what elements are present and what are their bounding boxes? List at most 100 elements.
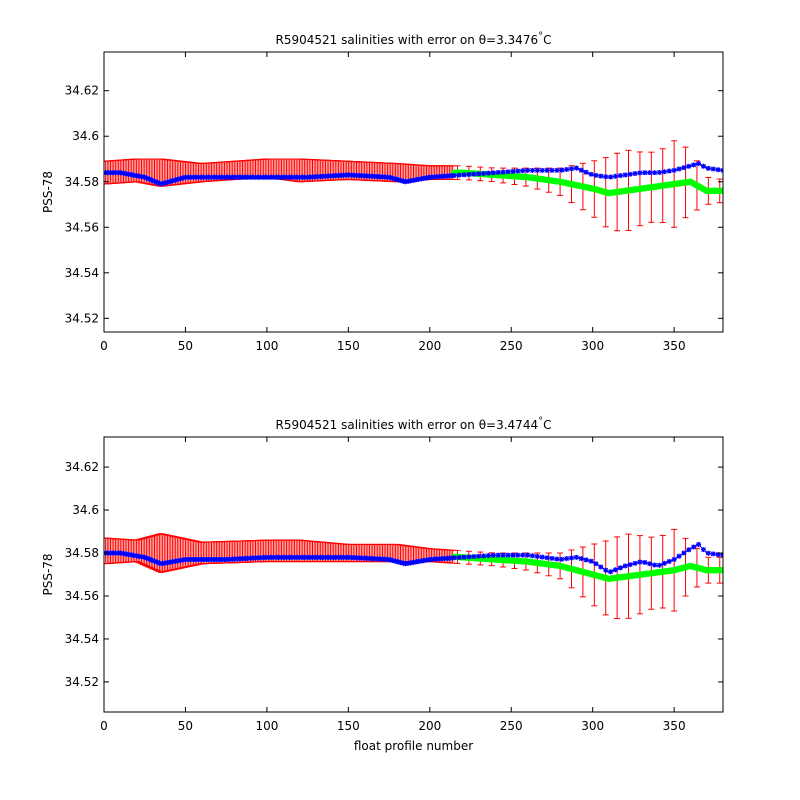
y-axis-label: PSS-78: [41, 171, 55, 213]
chart-title-text: R5904521 salinities with error on θ=3.47…: [276, 418, 539, 432]
float-point: [529, 553, 535, 559]
chart-title-degree: °: [538, 31, 543, 42]
float-point: [686, 163, 692, 169]
float-point: [656, 169, 662, 175]
float-point: [476, 553, 482, 559]
chart-title-degree: °: [538, 416, 543, 427]
float-point: [476, 171, 482, 177]
float-point: [696, 541, 702, 547]
plot-area: [104, 140, 723, 232]
chart-title-unit: C: [543, 33, 551, 47]
error-bar-series: [104, 140, 723, 232]
float-point: [515, 168, 521, 174]
float-point: [142, 554, 148, 560]
float-point: [573, 554, 579, 560]
float-point: [681, 165, 687, 171]
chart-title-text: R5904521 salinities with error on θ=3.34…: [276, 33, 539, 47]
float-point: [554, 556, 560, 562]
float-point: [520, 552, 526, 558]
float-point: [691, 544, 697, 550]
float-point: [593, 561, 599, 567]
float-point: [150, 558, 156, 564]
float-point: [569, 555, 575, 561]
float-point: [608, 174, 614, 180]
float-point: [529, 167, 535, 173]
float-point: [671, 167, 677, 173]
mapped-salinity-series: [451, 553, 723, 582]
float-point: [686, 547, 692, 553]
chart-panel-1: 0 50 100 150 200 250 300 350 34.52 34.54 34.56 34.5…: [41, 31, 724, 353]
float-point: [647, 170, 653, 176]
float-point: [647, 561, 653, 567]
x-tick-label: 350: [663, 719, 686, 733]
float-point: [490, 552, 496, 558]
float-point: [637, 170, 643, 176]
float-point: [481, 553, 487, 559]
float-point: [495, 552, 501, 558]
y-axis-label: PSS-78: [41, 553, 55, 595]
x-tick-label: 300: [581, 719, 604, 733]
float-point: [710, 551, 716, 557]
float-point: [156, 180, 162, 186]
y-tick-label: 34.6: [72, 503, 99, 517]
y-tick-label: 34.56: [65, 220, 99, 234]
float-point: [598, 173, 604, 179]
x-tick-label: 150: [337, 719, 360, 733]
y-tick-label: 34.58: [65, 546, 99, 560]
float-salinity-series: [104, 161, 723, 187]
y-tick-label: 34.58: [65, 175, 99, 189]
float-point: [632, 171, 638, 177]
float-point: [632, 560, 638, 566]
y-tick-label: 34.62: [65, 460, 99, 474]
float-point: [578, 556, 584, 562]
float-point: [150, 178, 156, 184]
float-point: [715, 552, 721, 558]
float-point: [676, 553, 682, 559]
float-point: [461, 554, 467, 560]
float-point: [612, 173, 618, 179]
y-tick-label: 34.52: [65, 675, 99, 689]
float-point: [549, 555, 555, 561]
float-point: [145, 176, 151, 182]
plot-area: [104, 528, 723, 620]
float-point: [490, 170, 496, 176]
chart-title: R5904521 salinities with error on θ=3.34…: [276, 31, 552, 47]
float-point: [608, 569, 614, 575]
float-point: [612, 567, 618, 573]
float-point: [700, 163, 706, 169]
float-point: [451, 172, 457, 178]
float-point: [588, 558, 594, 564]
float-point: [495, 169, 501, 175]
float-point: [661, 169, 667, 175]
float-point: [573, 165, 579, 171]
float-point: [515, 552, 521, 558]
float-point: [142, 174, 148, 180]
y-tick-label: 34.56: [65, 589, 99, 603]
float-point: [578, 167, 584, 173]
float-point: [539, 167, 545, 173]
float-point: [143, 555, 149, 561]
y-tick-label: 34.54: [65, 632, 99, 646]
float-point: [155, 559, 161, 565]
float-point: [583, 557, 589, 563]
float-point: [505, 552, 511, 558]
chart-panel-2: 0 50 100 150 200 250 300 350 34.52 34.54 34.56 34.5…: [41, 416, 724, 753]
float-point: [710, 166, 716, 172]
float-point: [534, 553, 540, 559]
float-point: [700, 547, 706, 553]
float-point: [505, 169, 511, 175]
float-point: [156, 560, 162, 566]
float-point: [705, 550, 711, 556]
y-tick-label: 34.6: [72, 129, 99, 143]
x-tick-label: 200: [418, 719, 441, 733]
float-salinity-series: [104, 541, 723, 575]
float-point: [544, 167, 550, 173]
axes-box: [103, 436, 724, 713]
float-point: [617, 173, 623, 179]
y-tick-label: 34.54: [65, 266, 99, 280]
float-point: [549, 167, 555, 173]
float-point: [151, 178, 157, 184]
x-tick-label: 100: [255, 339, 278, 353]
float-point: [153, 179, 159, 185]
x-tick-label: 350: [663, 339, 686, 353]
